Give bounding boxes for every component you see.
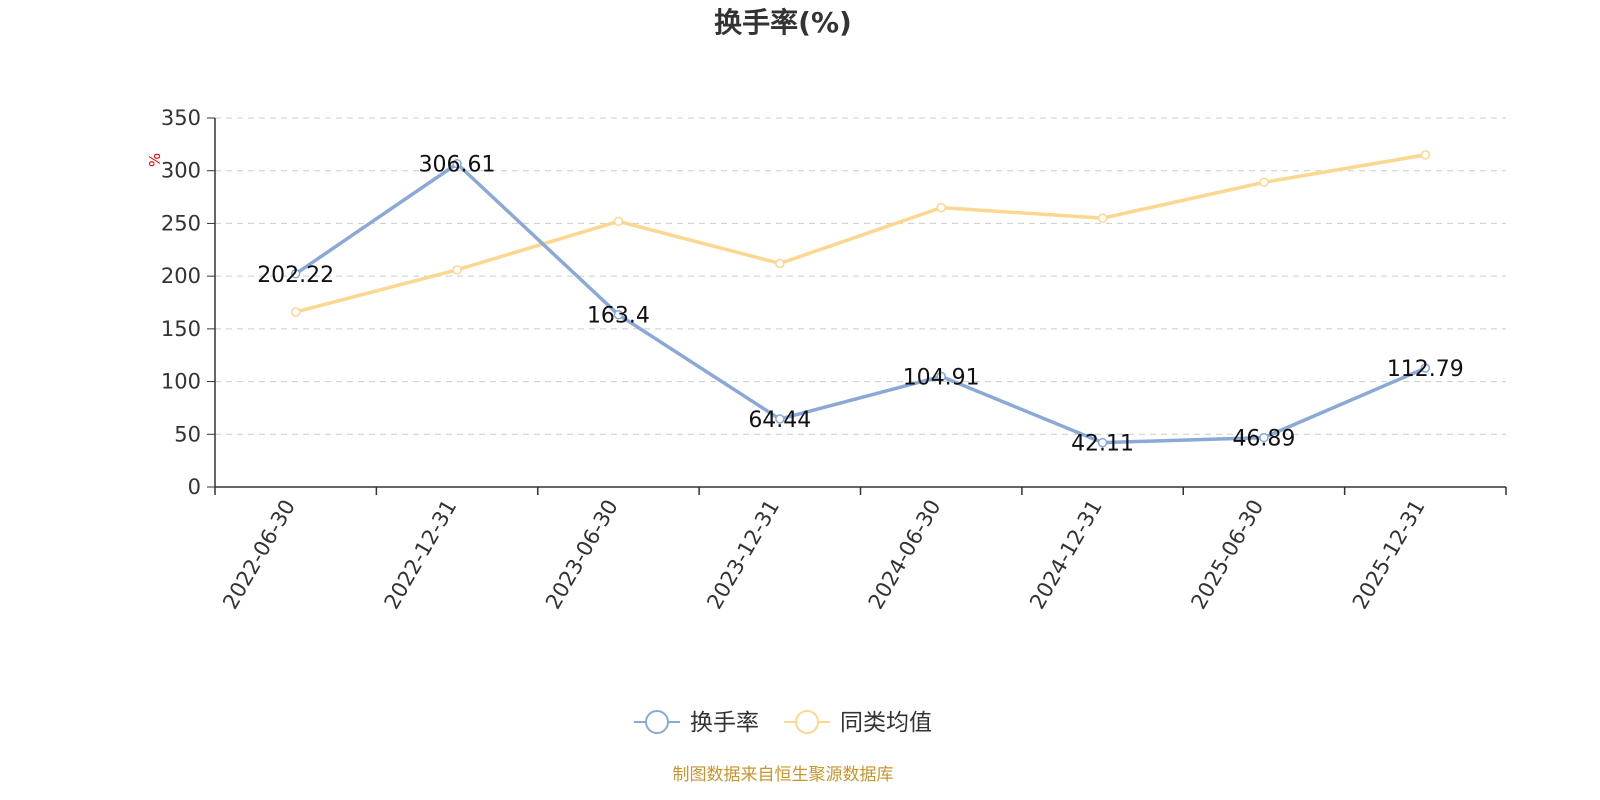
legend-marker-icon xyxy=(645,710,669,734)
y-tick-label: 0 xyxy=(188,475,201,499)
legend: 换手率 同类均值 xyxy=(634,710,932,736)
y-tick-label: 350 xyxy=(161,106,201,130)
data-point-turnover[interactable] xyxy=(1259,432,1269,443)
data-point-turnover[interactable] xyxy=(775,414,785,424)
data-label: 46.89 xyxy=(1232,427,1295,452)
data-labels: 202.22 306.61 163.4 64.44 104.91 42.11 46.89 11… xyxy=(257,153,1464,457)
data-label: 64.44 xyxy=(748,408,811,433)
data-point-peer-average[interactable] xyxy=(936,202,946,213)
data-point-peer-average[interactable] xyxy=(1097,213,1108,223)
data-point-peer-average[interactable] xyxy=(1420,150,1431,160)
chart-title: 换手率(%) xyxy=(714,6,852,39)
x-tick-label: 2024-12-31 xyxy=(1025,496,1107,614)
y-tick-label: 300 xyxy=(161,159,201,183)
data-label: 202.22 xyxy=(257,263,334,288)
data-point-turnover[interactable] xyxy=(290,269,301,279)
y-tick-label: 250 xyxy=(161,211,201,235)
x-tick-label: 2023-06-30 xyxy=(541,496,623,614)
x-tick-label: 2024-06-30 xyxy=(864,496,946,614)
series-line-peer-average xyxy=(295,153,1426,314)
legend-label-peer-average: 同类均值 xyxy=(840,710,932,736)
y-tick-label: 150 xyxy=(161,317,201,341)
legend-label-turnover: 换手率 xyxy=(690,710,759,736)
x-tick-label: 2022-06-30 xyxy=(218,496,300,614)
data-label: 163.4 xyxy=(587,304,650,329)
axes: 0 50 100 150 200 250 300 350 2022-06-30 2022-12-3… xyxy=(161,106,1507,614)
data-point-peer-average[interactable] xyxy=(452,265,462,275)
grid-lines xyxy=(215,117,1506,435)
y-tick-label: 50 xyxy=(174,422,201,446)
data-point-peer-average[interactable] xyxy=(613,216,624,227)
y-tick-label: 200 xyxy=(161,264,201,288)
data-label: 42.11 xyxy=(1071,432,1134,457)
series-line-turnover xyxy=(294,161,1427,445)
legend-item-turnover[interactable]: 换手率 xyxy=(634,710,759,736)
data-point-peer-average[interactable] xyxy=(290,307,301,317)
x-tick-label: 2022-12-31 xyxy=(380,496,462,614)
x-tick-label: 2025-06-30 xyxy=(1186,496,1268,614)
data-point-turnover[interactable] xyxy=(1420,363,1431,373)
data-point-turnover[interactable] xyxy=(1097,437,1108,448)
source-note: 制图数据来自恒生聚源数据库 xyxy=(673,765,894,785)
data-point-turnover[interactable] xyxy=(936,371,946,382)
data-label: 306.61 xyxy=(419,153,496,178)
y-tick-label: 100 xyxy=(161,370,201,394)
legend-marker-icon xyxy=(795,710,819,734)
x-tick-label: 2025-12-31 xyxy=(1348,496,1430,614)
data-point-peer-average[interactable] xyxy=(1259,177,1269,188)
series-layer xyxy=(290,150,1431,448)
data-label: 104.91 xyxy=(903,365,980,390)
data-label: 112.79 xyxy=(1387,357,1464,382)
data-point-turnover[interactable] xyxy=(452,158,462,169)
y-axis-unit: % xyxy=(146,153,164,167)
data-point-peer-average[interactable] xyxy=(775,258,785,269)
legend-item-peer-average[interactable]: 同类均值 xyxy=(784,710,932,736)
data-point-turnover[interactable] xyxy=(613,309,624,320)
x-tick-label: 2023-12-31 xyxy=(702,496,784,614)
